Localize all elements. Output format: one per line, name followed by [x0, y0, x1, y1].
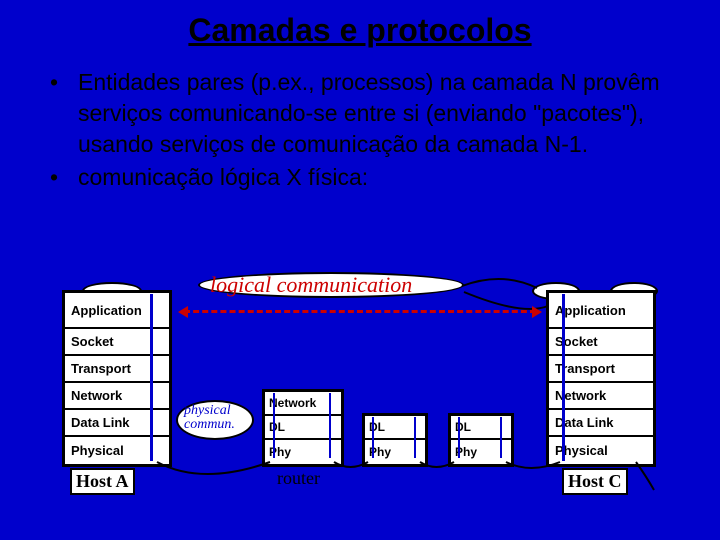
- bullet-marker: •: [50, 162, 78, 193]
- router-2-vline-r: [414, 417, 416, 458]
- layer-physical: Physical: [65, 437, 169, 464]
- router-3-vline-r: [500, 417, 502, 458]
- host-a-vline: [150, 294, 153, 461]
- host-a-stack: Application Socket Transport Network Dat…: [62, 290, 172, 467]
- router-label: router: [277, 468, 320, 489]
- layer-network: Network: [65, 383, 169, 410]
- bullet-text: Entidades pares (p.ex., processos) na ca…: [78, 67, 690, 160]
- layer-application: Application: [65, 293, 169, 329]
- layer-dl: DL: [365, 416, 425, 440]
- page-title: Camadas e protocolos: [0, 0, 720, 67]
- physical-commun-label: physical commun.: [184, 404, 235, 432]
- layer-datalink: Data Link: [65, 410, 169, 437]
- bullet-text: comunicação lógica X física:: [78, 162, 368, 193]
- router-1-vline-r: [329, 393, 331, 458]
- physical-label-1: physical: [184, 403, 231, 418]
- router-3-vline-l: [458, 417, 460, 458]
- layer-dl: DL: [451, 416, 511, 440]
- host-a-label: Host A: [70, 468, 135, 495]
- bullet-item: • Entidades pares (p.ex., processos) na …: [50, 67, 690, 160]
- bullet-list: • Entidades pares (p.ex., processos) na …: [0, 67, 720, 193]
- router-1-vline-l: [273, 393, 275, 458]
- physical-label-2: commun.: [184, 417, 235, 432]
- layer-phy: Phy: [365, 440, 425, 464]
- bullet-item: • comunicação lógica X física:: [50, 162, 690, 193]
- logical-arrow: [184, 310, 536, 313]
- layer-phy: Phy: [451, 440, 511, 464]
- layer-socket: Socket: [65, 329, 169, 356]
- bullet-marker: •: [50, 67, 78, 160]
- host-c-label: Host C: [562, 468, 628, 495]
- logical-communication-label: logical communication: [210, 272, 412, 298]
- router-2-vline-l: [372, 417, 374, 458]
- layer-transport: Transport: [65, 356, 169, 383]
- layer-diagram: logical communication Application Socket…: [62, 276, 658, 526]
- host-c-vline: [562, 294, 565, 461]
